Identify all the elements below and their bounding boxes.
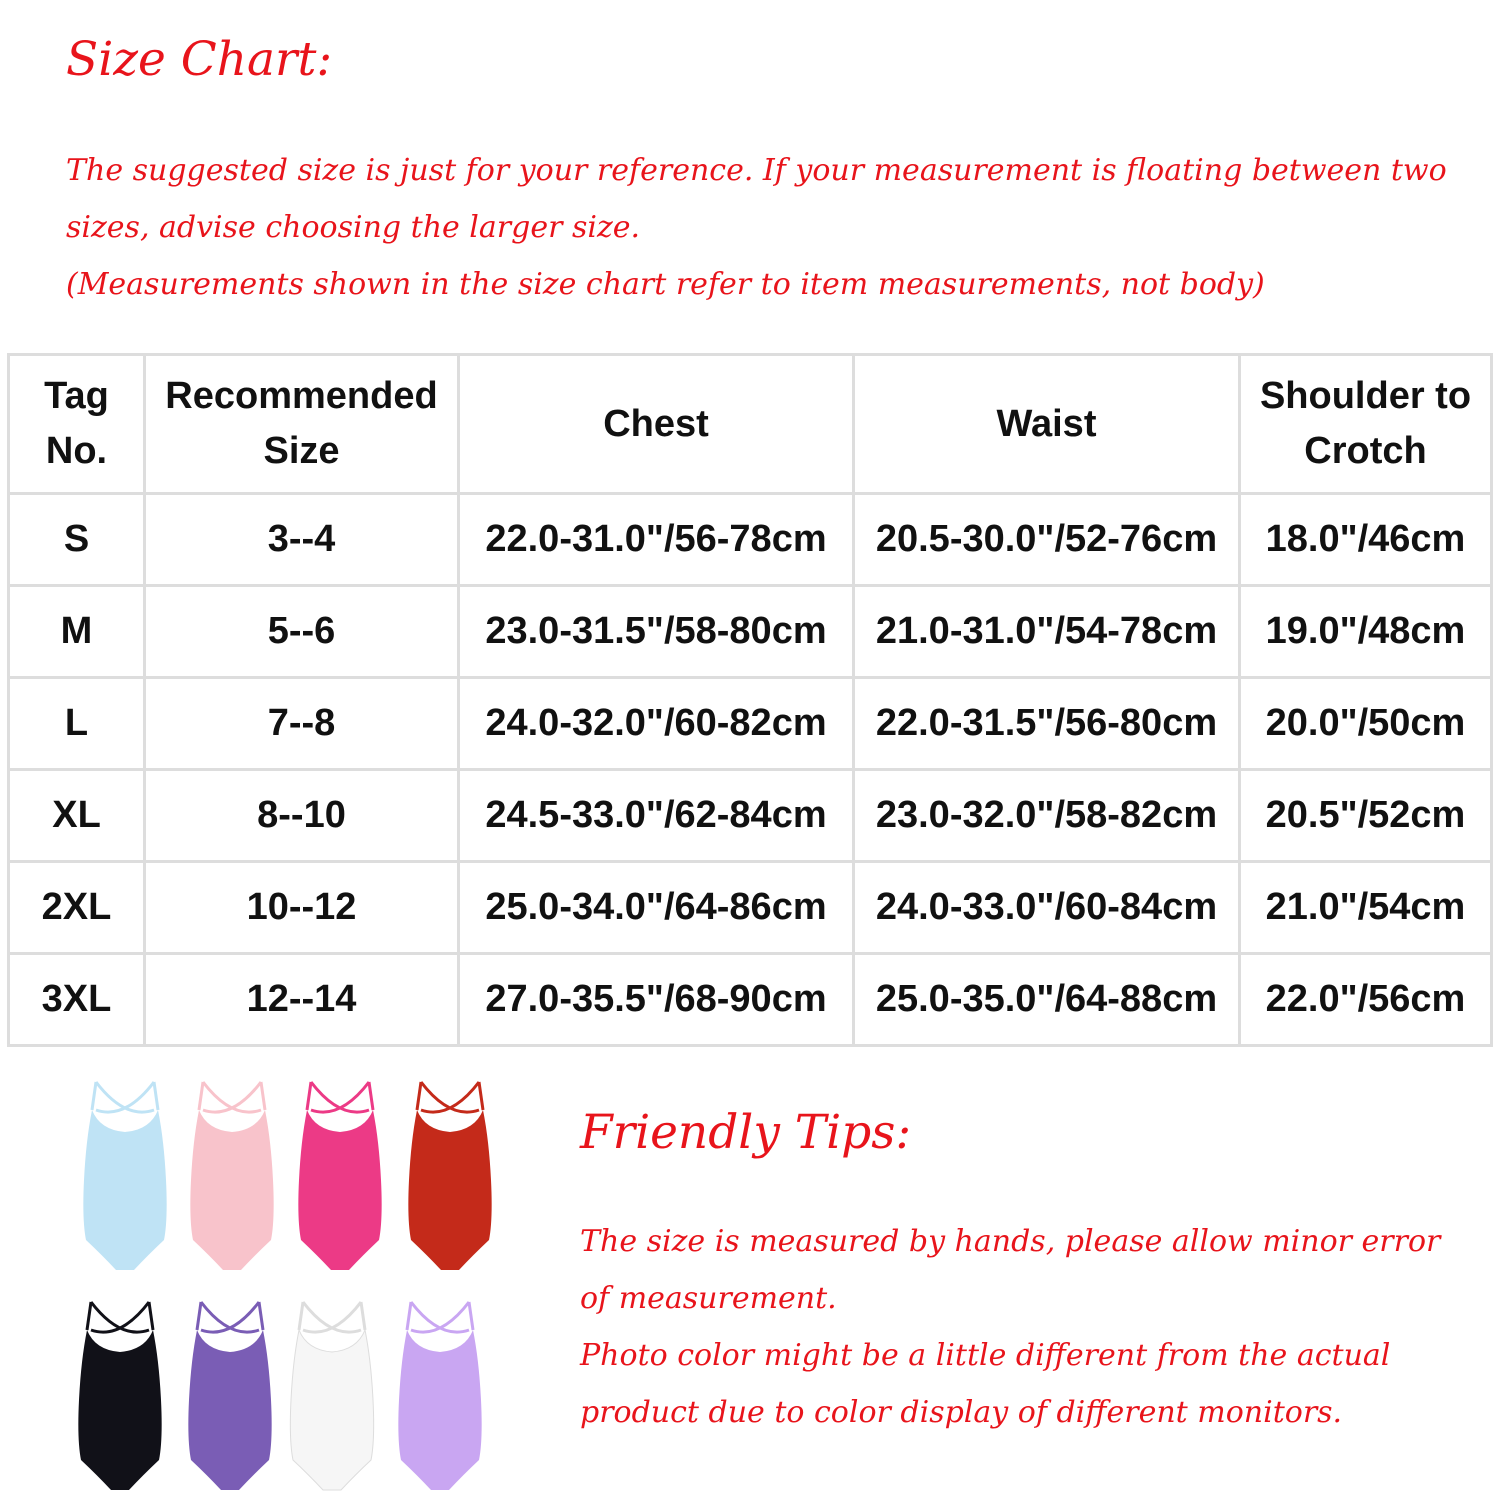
cell-chest: 27.0-35.5"/68-90cm bbox=[457, 952, 855, 1047]
table-row: L 7--8 24.0-32.0"/60-82cm 22.0-31.5"/56-80c… bbox=[7, 676, 1493, 771]
cell-chest: 24.0-32.0"/60-82cm bbox=[457, 676, 855, 771]
cell-waist: 22.0-31.5"/56-80cm bbox=[852, 676, 1241, 771]
cell-recommended-size: 8--10 bbox=[143, 768, 460, 863]
leotard-image bbox=[78, 1301, 162, 1490]
cell-shoulder-to-crotch: 22.0"/56cm bbox=[1238, 952, 1493, 1047]
size-note-line: The suggested size is just for your refe… bbox=[66, 153, 1447, 188]
table-row: S 3--4 22.0-31.0"/56-78cm 20.5-30.0"/52-76c… bbox=[7, 492, 1493, 587]
cell-chest: 22.0-31.0"/56-78cm bbox=[457, 492, 855, 587]
size-note-line: (Measurements shown in the size chart re… bbox=[66, 267, 1265, 302]
cell-shoulder-to-crotch: 18.0"/46cm bbox=[1238, 492, 1493, 587]
leotard-image bbox=[188, 1301, 272, 1490]
cell-shoulder-to-crotch: 19.0"/48cm bbox=[1238, 584, 1493, 679]
leotard-color-gallery bbox=[70, 1075, 510, 1495]
table-row: 3XL 12--14 27.0-35.5"/68-90cm 25.0-35.0"/64… bbox=[7, 952, 1493, 1047]
header-recommended-size: Recommended Size bbox=[143, 353, 460, 495]
leotard-image bbox=[289, 1301, 375, 1491]
cell-shoulder-to-crotch: 20.5"/52cm bbox=[1238, 768, 1493, 863]
cell-chest: 25.0-34.0"/64-86cm bbox=[457, 860, 855, 955]
leotard-image bbox=[298, 1081, 382, 1270]
cell-recommended-size: 5--6 bbox=[143, 584, 460, 679]
cell-tag-no: XL bbox=[7, 768, 146, 863]
cell-recommended-size: 7--8 bbox=[143, 676, 460, 771]
header-shoulder-to-crotch: Shoulder to Crotch bbox=[1238, 353, 1493, 495]
leotard-image bbox=[83, 1081, 167, 1270]
cell-waist: 25.0-35.0"/64-88cm bbox=[852, 952, 1241, 1047]
cell-tag-no: M bbox=[7, 584, 146, 679]
cell-chest: 24.5-33.0"/62-84cm bbox=[457, 768, 855, 863]
cell-shoulder-to-crotch: 20.0"/50cm bbox=[1238, 676, 1493, 771]
cell-waist: 23.0-32.0"/58-82cm bbox=[852, 768, 1241, 863]
cell-tag-no: S bbox=[7, 492, 146, 587]
cell-waist: 20.5-30.0"/52-76cm bbox=[852, 492, 1241, 587]
cell-recommended-size: 10--12 bbox=[143, 860, 460, 955]
header-chest: Chest bbox=[457, 353, 855, 495]
tip-line: product due to color display of differen… bbox=[580, 1395, 1343, 1430]
cell-chest: 23.0-31.5"/58-80cm bbox=[457, 584, 855, 679]
friendly-tips-title: Friendly Tips: bbox=[580, 1105, 912, 1160]
cell-tag-no: L bbox=[7, 676, 146, 771]
size-note-line: sizes, advise choosing the larger size. bbox=[66, 210, 641, 245]
cell-recommended-size: 12--14 bbox=[143, 952, 460, 1047]
table-header-row: Tag No. Recommended Size Chest Waist Shoul… bbox=[7, 353, 1493, 495]
header-tag-no: Tag No. bbox=[7, 353, 146, 495]
size-note: The suggested size is just for your refe… bbox=[66, 142, 1486, 313]
size-chart-title: Size Chart: bbox=[66, 32, 333, 87]
cell-tag-no: 3XL bbox=[7, 952, 146, 1047]
cell-shoulder-to-crotch: 21.0"/54cm bbox=[1238, 860, 1493, 955]
cell-waist: 21.0-31.0"/54-78cm bbox=[852, 584, 1241, 679]
cell-recommended-size: 3--4 bbox=[143, 492, 460, 587]
tip-line: Photo color might be a little different … bbox=[580, 1338, 1391, 1373]
leotard-image bbox=[398, 1301, 482, 1490]
table-row: M 5--6 23.0-31.5"/58-80cm 21.0-31.0"/54-78c… bbox=[7, 584, 1493, 679]
table-row: XL 8--10 24.5-33.0"/62-84cm 23.0-32.0"/58-8… bbox=[7, 768, 1493, 863]
leotard-image bbox=[408, 1081, 492, 1270]
header-waist: Waist bbox=[852, 353, 1241, 495]
cell-waist: 24.0-33.0"/60-84cm bbox=[852, 860, 1241, 955]
size-table: Tag No. Recommended Size Chest Waist Shoul… bbox=[7, 353, 1493, 1047]
friendly-tips: The size is measured by hands, please al… bbox=[580, 1213, 1480, 1441]
tip-line: The size is measured by hands, please al… bbox=[580, 1224, 1441, 1259]
cell-tag-no: 2XL bbox=[7, 860, 146, 955]
tip-line: of measurement. bbox=[580, 1281, 837, 1316]
table-row: 2XL 10--12 25.0-34.0"/64-86cm 24.0-33.0"/60… bbox=[7, 860, 1493, 955]
leotard-image bbox=[190, 1081, 274, 1270]
